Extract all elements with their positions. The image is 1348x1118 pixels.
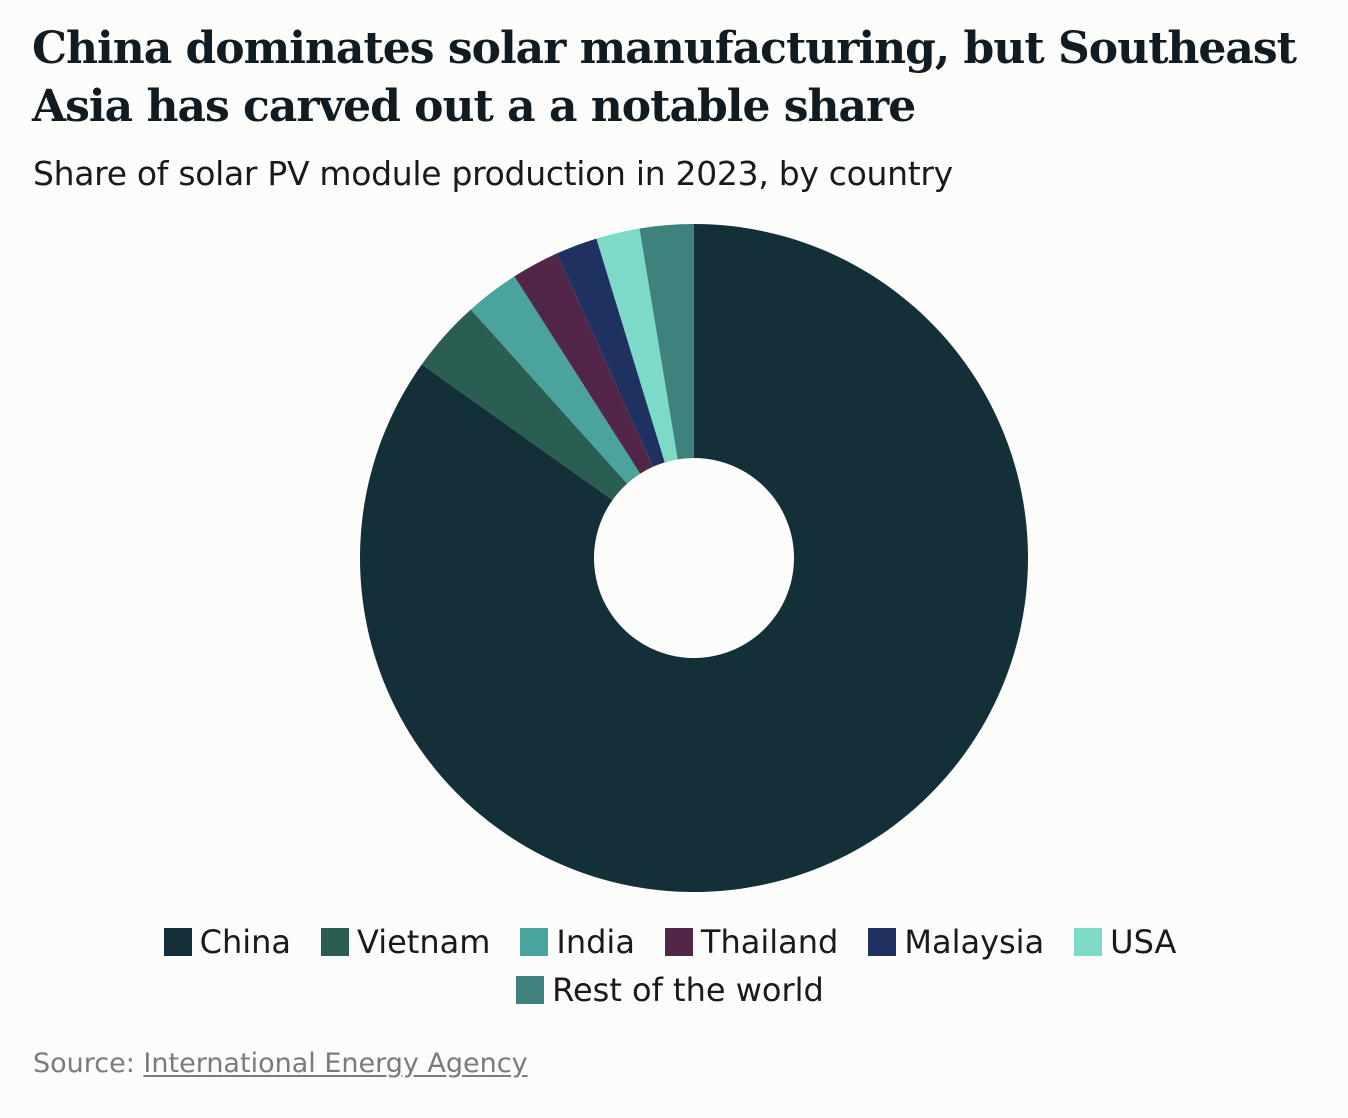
slice-malaysia [556,238,665,467]
legend-item-vietnam: Vietnam [321,922,490,962]
legend-label: Thailand [700,923,839,961]
legend-label: Rest of the world [552,971,824,1009]
chart-title: China dominates solar manufacturing, but… [32,23,1297,132]
legend-label: Malaysia [904,923,1045,961]
legend-label: USA [1110,923,1177,961]
chart-subtitle: Share of solar PV module production in 2… [33,154,953,193]
legend-item-malaysia: Malaysia [868,922,1044,962]
legend-label: China [199,923,292,961]
slice-china [359,224,1028,892]
donut-chart [359,224,1028,892]
source-note: Source: International Energy Agency [33,1046,528,1082]
slice-rest-of-the-world [639,224,694,460]
chart-legend: China Vietnam India Thailand Malaysia USA Rest… [140,922,1200,1010]
legend-item-usa: USA [1074,922,1176,962]
slice-thailand [514,253,653,474]
legend-label: Vietnam [357,923,491,961]
legend-swatch [1074,928,1103,956]
legend-swatch [520,928,549,956]
legend-swatch [664,928,693,956]
slice-india [470,276,641,484]
source-link[interactable]: International Energy Agency [143,1048,528,1079]
slice-usa [596,228,678,463]
slice-vietnam [421,309,628,501]
legend-swatch [163,928,192,956]
legend-swatch [516,976,545,1004]
source-prefix: Source: [33,1048,144,1079]
legend-swatch [321,928,350,956]
legend-item-india: India [520,922,635,962]
legend-item-china: China [163,922,292,962]
legend-item-thailand: Thailand [664,922,839,962]
legend-item-rest-of-the-world: Rest of the world [516,970,824,1010]
legend-swatch [868,928,897,956]
legend-label: India [556,923,635,961]
